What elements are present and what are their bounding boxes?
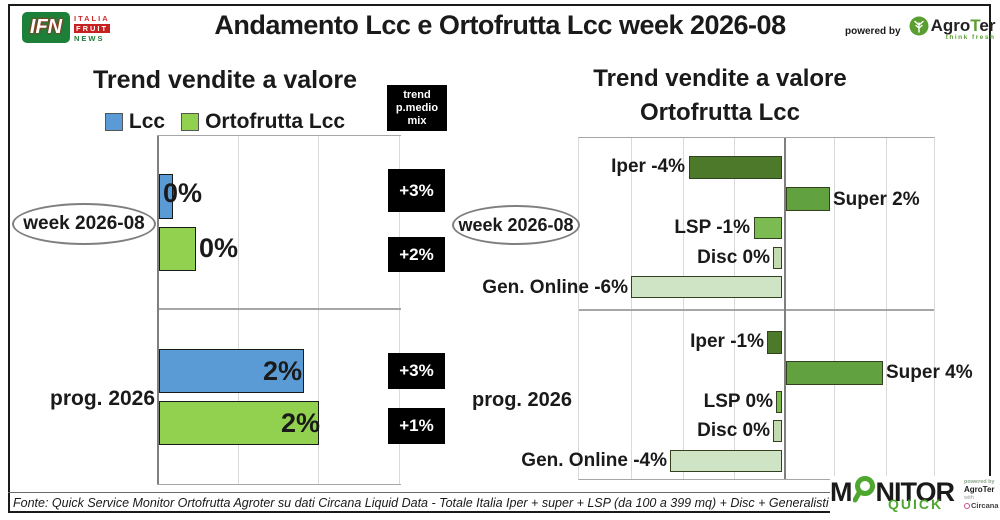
- gridline: [683, 138, 684, 479]
- bar-value-label: 0%: [163, 178, 203, 208]
- channel-bar-super-prog: [786, 361, 883, 385]
- gridline: [631, 138, 632, 479]
- legend-label-lcc: Lcc: [128, 110, 166, 133]
- right-title-line2: Ortofrutta Lcc: [639, 99, 800, 126]
- mix-header-box: trend p.medio mix: [387, 85, 447, 131]
- channel-bar-super-week: [786, 187, 830, 211]
- ifn-logo-text: ITALIA FRUIT NEWS: [74, 12, 111, 43]
- channel-bar-disc-prog: [773, 420, 782, 442]
- channel-bar-genonline-prog: [670, 450, 782, 472]
- legend-item-ortofrutta: Ortofrutta Lcc: [181, 110, 345, 134]
- mix-value-box: +3%: [388, 169, 445, 212]
- agroter-wordmark: AgroTer: [930, 15, 996, 35]
- channel-label-disc-prog: Disc 0%: [697, 420, 770, 441]
- channel-label-lsp-prog: LSP 0%: [703, 391, 773, 412]
- right-panel-title: Trend vendite a valore Ortofrutta Lcc: [525, 62, 915, 130]
- bar-value-label: 0%: [199, 233, 239, 263]
- category-separator: [579, 309, 934, 311]
- agroter-tree-icon: [909, 16, 929, 41]
- ifn-logo-icon: IFN: [22, 12, 70, 43]
- bar-value-label: 2%: [281, 408, 321, 438]
- mini-powered-label: powered by: [964, 479, 995, 485]
- week-callout-right: week 2026-08: [452, 205, 580, 245]
- agroter-header-logo: powered by AgroTer think fresh: [845, 16, 995, 41]
- ortofrutta-bar-prog: [159, 401, 319, 445]
- prog-label-right: prog. 2026: [472, 389, 573, 411]
- quick-wordmark: QUICK: [888, 496, 944, 512]
- agroter-lockup: AgroTer think fresh: [909, 15, 996, 41]
- channel-bar-genonline-week: [631, 276, 782, 298]
- gridline: [834, 138, 835, 479]
- mini-agroter-label: AgroTer: [964, 485, 995, 494]
- channel-label-genonline-week: Gen. Online -6%: [482, 277, 628, 298]
- gridline: [734, 138, 735, 479]
- monitor-quick-logo: M NITOR QUICK powered by AgroTer with Cir…: [830, 476, 999, 513]
- magnifier-o-icon: [852, 476, 875, 508]
- channel-label-iper-prog: Iper -1%: [690, 331, 764, 352]
- channel-bar-disc-week: [773, 247, 782, 269]
- channel-label-genonline-prog: Gen. Online -4%: [521, 450, 667, 471]
- right-plot-area: [578, 137, 935, 480]
- ortofrutta-swatch-icon: [181, 113, 200, 131]
- legend-item-lcc: Lcc: [104, 110, 166, 134]
- left-legend: Lcc Ortofrutta Lcc: [60, 110, 390, 134]
- ifn-news-label: NEWS: [74, 34, 105, 43]
- left-plot-area: 0% 0% 2% 2%: [157, 135, 401, 485]
- right-plot-zero-axis: [784, 138, 786, 479]
- ortofrutta-bar-week: [159, 227, 196, 271]
- prog-label-left: prog. 2026: [50, 387, 156, 410]
- lcc-bar-prog: [159, 349, 304, 393]
- gridline: [399, 136, 400, 484]
- channel-label-super-prog: Super 4%: [886, 362, 973, 383]
- mini-circana-label: Circana: [964, 502, 999, 510]
- footer-divider: [8, 492, 991, 493]
- mix-value-box: +3%: [388, 353, 445, 389]
- source-note: Fonte: Quick Service Monitor Ortofrutta …: [13, 496, 899, 510]
- week-callout-left: week 2026-08: [12, 203, 156, 245]
- monitor-powered-block: powered by AgroTer with Circana: [964, 476, 999, 510]
- lcc-swatch-icon: [104, 113, 123, 131]
- channel-bar-lsp-week: [754, 217, 782, 239]
- channel-bar-lsp-prog: [776, 391, 782, 413]
- ifn-italia-label: ITALIA: [74, 14, 110, 23]
- category-separator: [157, 308, 401, 310]
- channel-bar-iper-prog: [767, 331, 782, 354]
- lcc-bar-week: [159, 174, 173, 219]
- channel-label-super-week: Super 2%: [833, 189, 920, 210]
- ifn-fruit-label: FRUIT: [74, 24, 111, 33]
- mini-with-label: with: [964, 495, 974, 501]
- channel-label-iper-week: Iper -4%: [611, 156, 685, 177]
- page-title: Andamento Lcc e Ortofrutta Lcc week 2026…: [214, 10, 786, 40]
- mix-value-box: +1%: [388, 408, 445, 444]
- agroter-tagline: think fresh: [945, 33, 996, 41]
- monitor-wordmark: M NITOR: [830, 476, 955, 508]
- gridline: [238, 136, 239, 484]
- mix-value-box: +2%: [388, 237, 445, 272]
- channel-bar-iper-week: [689, 156, 782, 179]
- channel-label-lsp-week: LSP -1%: [674, 217, 750, 238]
- legend-label-ortofrutta: Ortofrutta Lcc: [205, 110, 346, 133]
- ifn-logo: IFN ITALIA FRUIT NEWS: [22, 12, 111, 43]
- right-title-line1: Trend vendite a valore: [593, 65, 847, 92]
- left-panel-title: Trend vendite a valore: [93, 66, 357, 94]
- gridline: [886, 138, 887, 479]
- channel-label-disc-week: Disc 0%: [697, 247, 770, 268]
- gridline: [318, 136, 319, 484]
- left-plot-axis: [157, 136, 159, 484]
- circana-icon: [964, 503, 971, 509]
- powered-by-label: powered by: [845, 26, 901, 37]
- bar-value-label: 2%: [263, 356, 303, 386]
